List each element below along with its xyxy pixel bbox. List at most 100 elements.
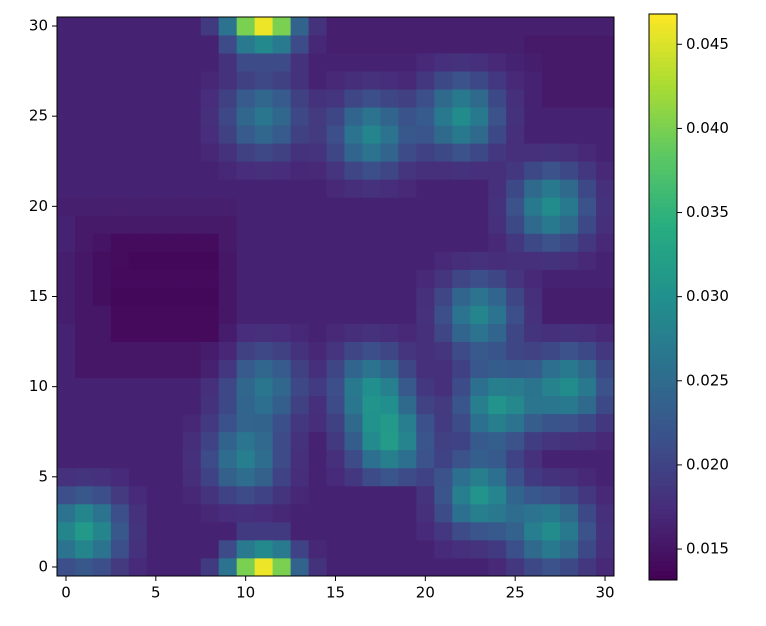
heatmap-cell — [542, 17, 561, 36]
heatmap-cell — [308, 341, 327, 361]
heatmap-cell — [110, 323, 130, 342]
heatmap-cell — [506, 251, 525, 270]
colorbar-strip — [649, 103, 677, 109]
heatmap-cell — [542, 125, 561, 144]
heatmap-cell — [434, 233, 453, 252]
heatmap-cell — [506, 179, 525, 198]
colorbar-strip — [649, 51, 677, 57]
colorbar-strip — [649, 245, 677, 251]
heatmap-cell — [524, 431, 543, 451]
heatmap-cell — [434, 35, 453, 54]
colorbar-strip — [649, 457, 677, 463]
heatmap-cell — [524, 539, 543, 559]
heatmap-cell — [344, 53, 363, 72]
heatmap-cell — [74, 107, 94, 126]
heatmap-cell — [362, 395, 381, 415]
heatmap-cell — [578, 215, 597, 234]
heatmap-cell — [362, 431, 381, 451]
heatmap-cell — [326, 395, 345, 415]
heatmap-cell — [578, 17, 597, 36]
heatmap-cell — [218, 89, 238, 108]
heatmap-cell — [308, 413, 327, 433]
heatmap-cell — [290, 539, 309, 559]
heatmap-cell — [362, 503, 381, 523]
heatmap-cell — [182, 377, 202, 397]
colorbar-strip — [649, 89, 677, 95]
heatmap-cell — [344, 521, 363, 541]
heatmap-cell — [596, 107, 615, 126]
colorbar-strip — [649, 363, 677, 369]
heatmap-cell — [578, 233, 597, 252]
heatmap-cell — [128, 323, 148, 342]
heatmap-cell — [326, 179, 345, 198]
heatmap-cell — [488, 35, 507, 54]
heatmap-cell — [92, 359, 112, 379]
heatmap-cell — [290, 89, 309, 108]
heatmap-cell — [524, 89, 543, 108]
heatmap-cell — [362, 53, 381, 72]
heatmap-cell — [308, 125, 327, 144]
heatmap-cell — [542, 485, 561, 505]
heatmap-cell — [128, 269, 148, 288]
heatmap-cell — [92, 413, 112, 433]
heatmap-cell — [308, 467, 327, 487]
colorbar-strip — [649, 353, 677, 359]
heatmap-cell — [254, 233, 274, 252]
heatmap-cell — [416, 215, 435, 234]
heatmap-cell — [326, 53, 345, 72]
heatmap-cell — [506, 161, 525, 180]
x-tick-label: 0 — [61, 584, 71, 602]
colorbar-strip — [649, 509, 677, 515]
heatmap-cell — [578, 431, 597, 451]
heatmap-cell — [398, 467, 417, 487]
heatmap-cell — [254, 431, 274, 451]
colorbar-strip — [649, 164, 677, 171]
heatmap-cell — [380, 503, 399, 523]
colorbar-strip — [649, 94, 677, 100]
heatmap-cell — [290, 161, 309, 180]
heatmap-cell — [236, 557, 256, 577]
heatmap-cell — [326, 467, 345, 487]
heatmap-cell — [560, 503, 579, 523]
heatmap-cell — [236, 305, 256, 324]
heatmap-cell — [254, 35, 274, 54]
heatmap-cell — [92, 341, 112, 361]
heatmap-cell — [164, 395, 184, 415]
colorbar-strip — [649, 471, 677, 477]
heatmap-cell — [470, 17, 489, 36]
colorbar-strip — [649, 400, 677, 406]
heatmap-cell — [596, 197, 615, 216]
heatmap-cell — [92, 287, 112, 306]
heatmap-cell — [326, 197, 345, 216]
heatmap-cell — [74, 125, 94, 144]
heatmap-cell — [236, 341, 256, 361]
heatmap-cell — [146, 467, 166, 487]
heatmap-cell — [308, 197, 327, 216]
heatmap-cell — [218, 539, 238, 559]
heatmap-cell — [110, 53, 130, 72]
colorbar-strip — [649, 414, 677, 421]
heatmap-cell — [596, 557, 615, 577]
heatmap-cell — [290, 377, 309, 397]
heatmap-cell — [272, 521, 291, 541]
heatmap-cell — [398, 359, 417, 379]
heatmap-cell — [57, 269, 76, 288]
heatmap-cell — [236, 287, 256, 306]
heatmap-cell — [398, 197, 417, 216]
heatmap-cell — [560, 539, 579, 559]
heatmap-cell — [398, 305, 417, 324]
heatmap-cell — [254, 197, 274, 216]
heatmap-cell — [416, 305, 435, 324]
heatmap-cell — [326, 269, 345, 288]
heatmap-cell — [218, 485, 238, 505]
colorbar-tick-label: 0.045 — [686, 35, 729, 53]
heatmap-cell — [506, 305, 525, 324]
colorbar-strip — [649, 155, 677, 161]
colorbar-strip — [649, 292, 677, 298]
heatmap-cell — [200, 233, 220, 252]
heatmap-cell — [57, 449, 76, 469]
heatmap-cell — [470, 71, 489, 90]
heatmap-cell — [506, 359, 525, 379]
heatmap-cell — [128, 35, 148, 54]
heatmap-cell — [110, 305, 130, 324]
